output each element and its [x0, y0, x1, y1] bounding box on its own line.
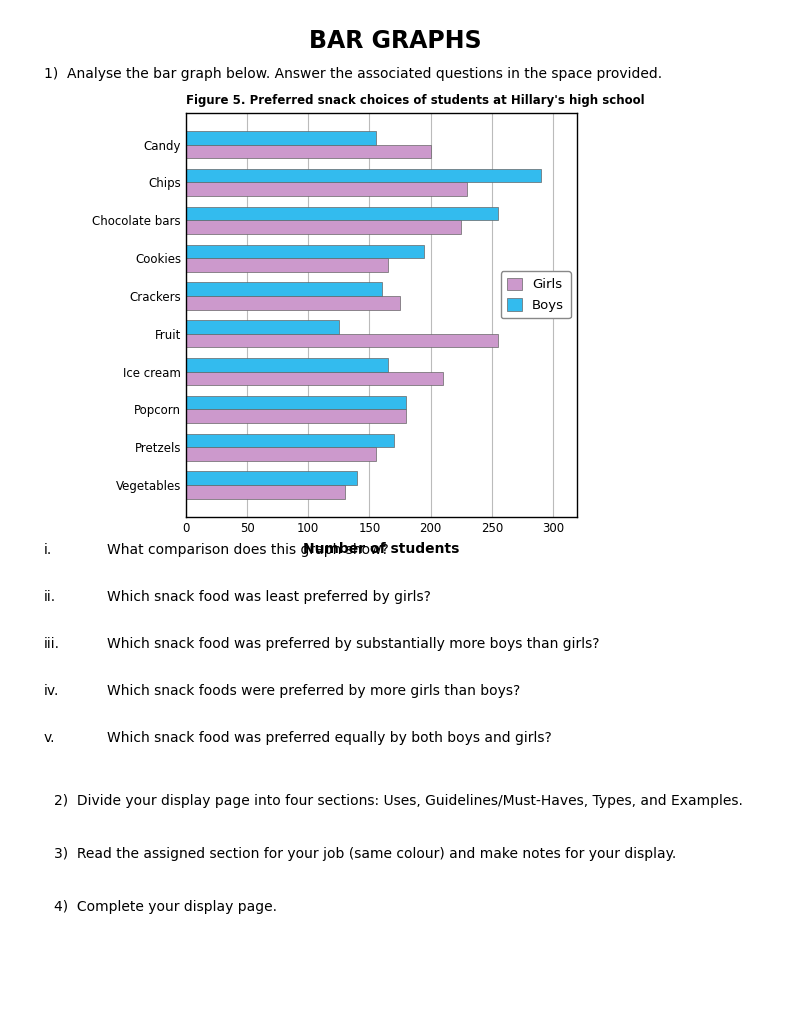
Bar — [186, 471, 358, 485]
Text: iv.: iv. — [44, 684, 59, 698]
Text: What comparison does this graph show?: What comparison does this graph show? — [107, 543, 388, 557]
Bar — [186, 447, 376, 461]
Bar — [186, 485, 345, 499]
Text: 3)  Read the assigned section for your job (same colour) and make notes for your: 3) Read the assigned section for your jo… — [54, 847, 676, 861]
Text: ii.: ii. — [44, 590, 55, 604]
Text: BAR GRAPHS: BAR GRAPHS — [309, 29, 482, 52]
Text: iii.: iii. — [44, 637, 59, 651]
Bar — [186, 283, 381, 296]
Bar — [186, 258, 388, 271]
Bar — [186, 321, 339, 334]
Bar — [186, 220, 461, 233]
Bar — [186, 434, 394, 447]
Bar — [186, 334, 498, 347]
Bar — [186, 182, 467, 196]
Bar — [186, 372, 443, 385]
Bar — [186, 296, 400, 309]
Bar — [186, 144, 430, 159]
Text: Which snack food was preferred equally by both boys and girls?: Which snack food was preferred equally b… — [107, 731, 551, 745]
Text: v.: v. — [44, 731, 55, 745]
Bar — [186, 207, 498, 220]
Text: 4)  Complete your display page.: 4) Complete your display page. — [54, 900, 277, 914]
Bar — [186, 410, 406, 423]
Bar — [186, 245, 425, 258]
Bar — [186, 358, 388, 372]
Bar — [186, 131, 376, 144]
Text: Figure 5. Preferred snack choices of students at Hillary's high school: Figure 5. Preferred snack choices of stu… — [186, 94, 645, 108]
Bar — [186, 396, 406, 410]
Text: i.: i. — [44, 543, 51, 557]
Text: Which snack foods were preferred by more girls than boys?: Which snack foods were preferred by more… — [107, 684, 520, 698]
Text: 1)  Analyse the bar graph below. Answer the associated questions in the space pr: 1) Analyse the bar graph below. Answer t… — [44, 67, 661, 81]
X-axis label: Number of students: Number of students — [304, 542, 460, 556]
Legend: Girls, Boys: Girls, Boys — [501, 271, 571, 318]
Text: Which snack food was preferred by substantially more boys than girls?: Which snack food was preferred by substa… — [107, 637, 600, 651]
Text: 2)  Divide your display page into four sections: Uses, Guidelines/Must-Haves, Ty: 2) Divide your display page into four se… — [54, 794, 743, 808]
Bar — [186, 169, 541, 182]
Text: Which snack food was least preferred by girls?: Which snack food was least preferred by … — [107, 590, 430, 604]
